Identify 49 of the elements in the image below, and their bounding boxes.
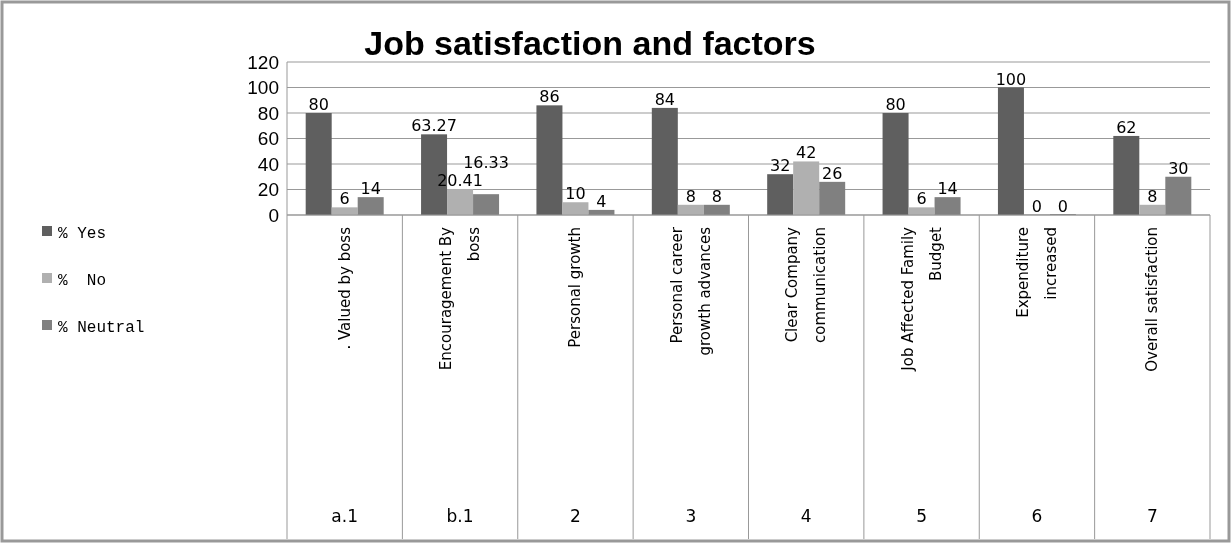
data-label: 8: [1147, 186, 1158, 206]
data-label: 84: [654, 89, 675, 109]
x-tick-label: Personal growth: [566, 227, 585, 348]
y-tick-label: 0: [268, 204, 279, 226]
chart-title: Job satisfaction and factors: [364, 24, 816, 62]
data-label: 26: [822, 163, 843, 183]
y-tick-label: 60: [257, 128, 279, 150]
data-label: 63.27: [411, 116, 457, 136]
x-tick-label: Job Affected Family Budget: [898, 226, 945, 372]
data-label: 42: [796, 143, 817, 163]
x-tick-label: Personal career growth advances: [667, 226, 714, 356]
data-label: 14: [360, 179, 381, 199]
data-label: 8: [711, 186, 722, 206]
data-label: 32: [770, 156, 791, 176]
y-tick-label: 120: [247, 51, 279, 73]
data-label: 16.33: [463, 152, 509, 172]
text: 4: [800, 506, 812, 526]
data-label: 0: [1057, 197, 1069, 216]
legend-label: % No: [58, 271, 107, 290]
y-tick-label: 20: [257, 179, 279, 201]
x-tick-label: Expenditure increased: [1013, 227, 1060, 318]
data-label: 80: [885, 95, 906, 114]
x-tick-label: Encouragement By boss: [437, 226, 484, 371]
text: b.1: [446, 506, 474, 526]
data-label: 10: [565, 184, 586, 204]
data-label: 8: [685, 186, 696, 206]
data-label: 30: [1168, 158, 1189, 178]
data-label: 14: [937, 179, 958, 199]
data-label: 80: [308, 95, 329, 114]
data-label: 0: [1031, 197, 1043, 216]
text: 3: [685, 506, 697, 526]
data-label: 100: [995, 69, 1027, 89]
data-label: 62: [1116, 117, 1137, 137]
text: 5: [916, 506, 927, 526]
x-tick-label: . Valued by boss: [335, 226, 354, 350]
data-label: 86: [539, 87, 560, 107]
legend-label: % Neutral: [58, 318, 145, 337]
text: 6: [1031, 506, 1043, 526]
data-label: 6: [916, 189, 927, 209]
y-tick-label: 80: [257, 102, 279, 124]
y-tick-label: 100: [247, 77, 279, 99]
text: a.1: [331, 506, 359, 526]
text: 7: [1146, 506, 1158, 526]
legend-label: % Yes: [58, 224, 107, 243]
data-label: 4: [596, 191, 607, 211]
x-tick-label: Overall satisfaction: [1143, 227, 1162, 372]
text: 2: [570, 506, 581, 526]
data-label: 6: [339, 189, 350, 209]
y-tick-label: 40: [257, 153, 279, 175]
